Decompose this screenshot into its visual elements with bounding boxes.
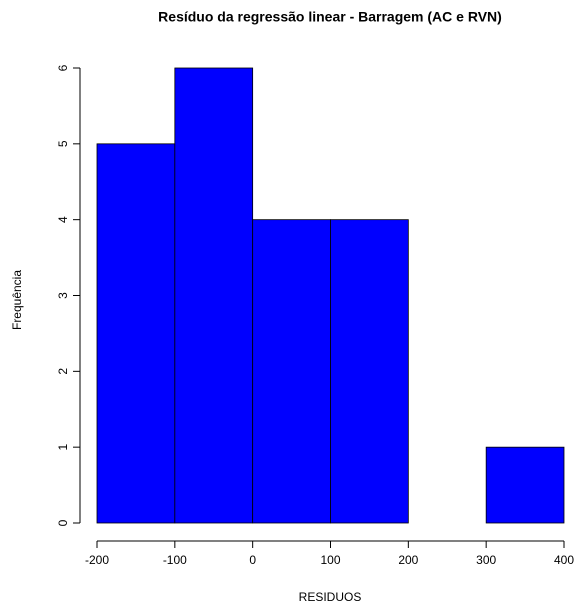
y-tick-label: 2 — [56, 368, 70, 375]
y-tick-label: 4 — [56, 216, 70, 223]
bar — [252, 219, 331, 524]
y-axis-label: Frequência — [10, 270, 24, 330]
x-tick-label: 300 — [476, 553, 496, 567]
y-tick-label: 6 — [56, 64, 70, 71]
bar — [330, 219, 409, 524]
y-tick-label: 1 — [56, 444, 70, 451]
y-tick-label: 5 — [56, 140, 70, 147]
x-tick-label: 200 — [398, 553, 418, 567]
x-axis-label: RESIDUOS — [299, 590, 362, 604]
x-tick-label: -100 — [163, 553, 187, 567]
x-tick-label: 0 — [249, 553, 256, 567]
bar — [174, 67, 254, 524]
bar — [485, 446, 565, 524]
chart-title: Resíduo da regressão linear - Barragem (… — [158, 9, 502, 25]
y-tick-label: 0 — [56, 519, 70, 526]
x-tick-label: 400 — [554, 553, 574, 567]
x-tick-label: 100 — [320, 553, 340, 567]
bar — [96, 143, 176, 524]
x-tick-label: -200 — [85, 553, 109, 567]
y-tick-label: 3 — [56, 292, 70, 299]
